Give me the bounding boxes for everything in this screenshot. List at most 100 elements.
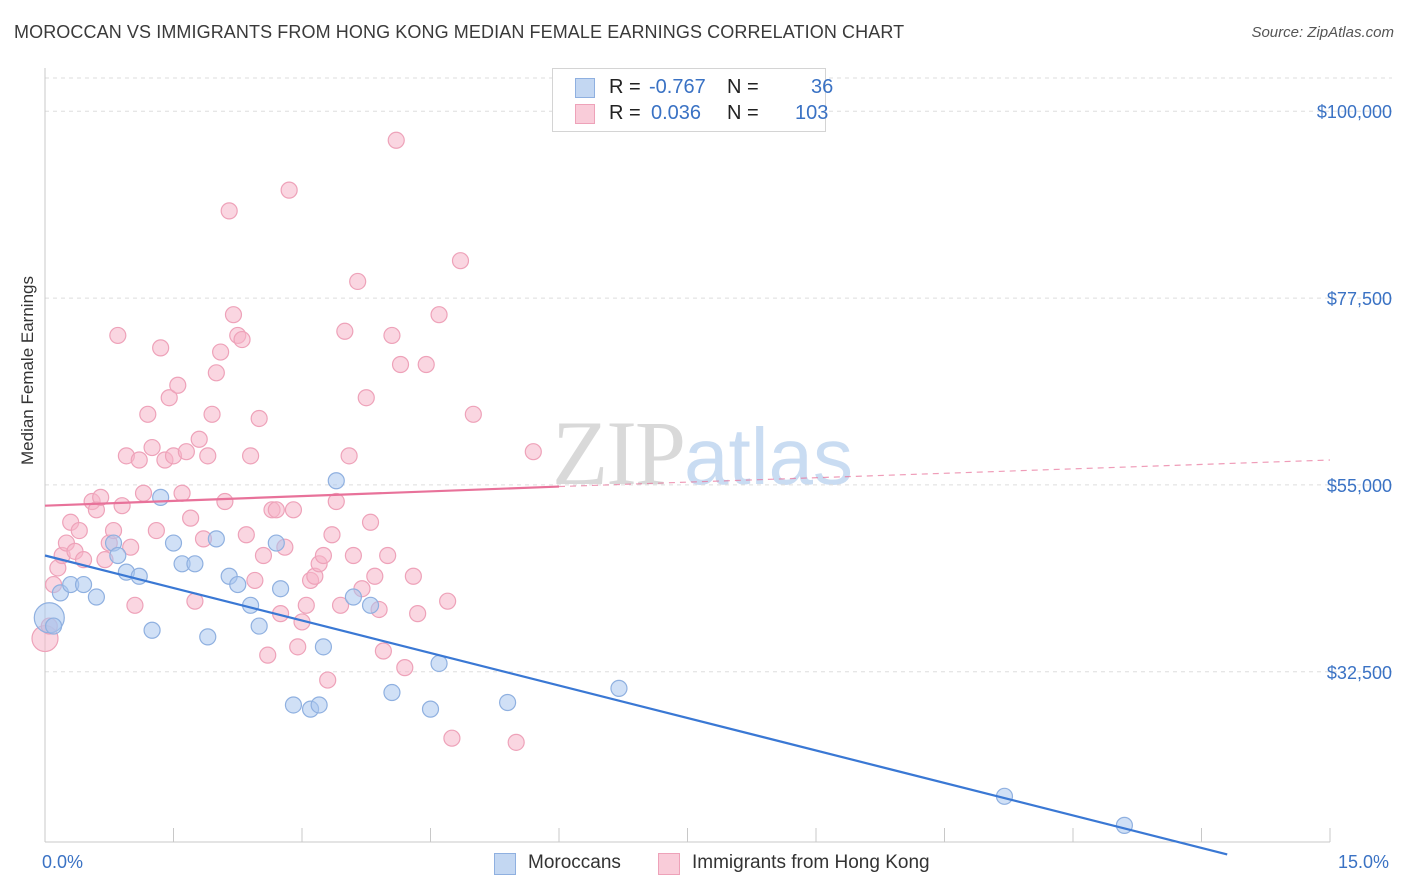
data-point-hongkong: [379, 546, 397, 565]
data-point-moroccans: [207, 530, 225, 548]
data-point-moroccans: [421, 700, 440, 718]
data-point-moroccans: [310, 696, 328, 714]
data-point-hongkong: [383, 326, 401, 345]
x-tick-label-min: 0.0%: [42, 852, 84, 872]
data-point-hongkong: [357, 389, 375, 407]
data-point-hongkong: [361, 513, 380, 531]
data-point-moroccans: [44, 617, 63, 635]
data-point-hongkong: [246, 571, 264, 590]
data-point-moroccans: [430, 654, 448, 673]
bottom-legend-swatch-hongkong: [658, 853, 680, 875]
data-point-hongkong: [143, 438, 161, 457]
data-point-moroccans: [267, 534, 285, 552]
data-point-hongkong: [160, 389, 178, 407]
legend-n-value: 103: [795, 102, 829, 124]
legend-r-value: 0.036: [651, 102, 702, 124]
data-point-hongkong: [250, 409, 268, 428]
data-point-hongkong: [524, 443, 542, 461]
legend-r-value: -0.767: [649, 76, 706, 98]
data-point-hongkong: [507, 733, 525, 751]
trend-line-hongkong: [44, 485, 560, 507]
data-point-hongkong: [126, 596, 144, 614]
data-point-hongkong: [314, 546, 333, 565]
data-point-hongkong: [349, 272, 367, 291]
data-point-hongkong: [336, 322, 354, 340]
data-point-hongkong: [259, 646, 277, 664]
chart-title: MOROCCAN VS IMMIGRANTS FROM HONG KONG ME…: [14, 22, 905, 42]
data-point-hongkong: [237, 526, 255, 544]
legend-n-label: N =: [727, 76, 759, 98]
data-point-hongkong: [199, 447, 217, 465]
data-point-hongkong: [464, 405, 482, 423]
legend-r-label: R =: [609, 102, 641, 124]
data-point-hongkong: [280, 181, 298, 199]
data-point-hongkong: [190, 430, 208, 448]
data-point-moroccans: [610, 679, 628, 697]
data-point-hongkong: [289, 638, 307, 656]
data-point-moroccans: [152, 488, 170, 506]
data-point-hongkong: [147, 521, 165, 540]
legend-n-value: 36: [811, 76, 834, 98]
data-point-hongkong: [92, 488, 110, 506]
data-point-moroccans: [74, 575, 93, 594]
y-tick-label: $55,000: [1327, 476, 1392, 496]
trend-line-moroccans: [44, 554, 1228, 856]
data-point-moroccans: [271, 580, 290, 598]
data-point-hongkong: [224, 306, 243, 324]
data-point-hongkong: [404, 567, 422, 585]
data-point-hongkong: [417, 355, 435, 374]
watermark-zip: ZIP: [552, 402, 686, 504]
chart-source: Source: ZipAtlas.com: [1251, 24, 1394, 41]
data-point-moroccans: [314, 638, 333, 656]
data-point-hongkong: [130, 451, 148, 469]
data-point-moroccans: [361, 596, 380, 614]
data-point-hongkong: [319, 671, 337, 689]
data-point-moroccans: [229, 575, 247, 594]
data-point-moroccans: [250, 617, 268, 635]
data-point-hongkong: [113, 497, 131, 515]
data-point-hongkong: [203, 405, 221, 423]
x-tick-label-max: 15.0%: [1338, 852, 1390, 872]
bottom-legend-swatch-moroccans: [494, 853, 516, 875]
data-point-moroccans: [109, 546, 127, 565]
data-point-moroccans: [164, 534, 183, 552]
data-point-hongkong: [409, 605, 427, 623]
y-tick-label: $32,500: [1327, 663, 1392, 683]
data-point-moroccans: [284, 696, 303, 714]
data-point-hongkong: [344, 546, 362, 565]
legend-swatch-hongkong: [575, 104, 595, 124]
data-point-hongkong: [242, 447, 260, 465]
data-point-hongkong: [169, 376, 187, 394]
data-point-moroccans: [344, 588, 362, 606]
legend-n-label: N =: [727, 102, 759, 124]
data-point-moroccans: [87, 588, 106, 606]
bottom-legend-label-moroccans: Moroccans: [528, 852, 621, 873]
bottom-legend-label-hongkong: Immigrants from Hong Kong: [692, 852, 930, 873]
data-point-hongkong: [387, 131, 405, 149]
data-point-moroccans: [143, 621, 161, 639]
data-point-hongkong: [297, 596, 315, 614]
legend-swatch-moroccans: [575, 78, 595, 98]
y-tick-label: $77,500: [1327, 289, 1392, 309]
data-point-hongkong: [173, 484, 191, 502]
data-point-hongkong: [374, 642, 392, 660]
data-point-hongkong: [70, 521, 88, 540]
data-point-hongkong: [331, 596, 350, 614]
legend-box: R = -0.767 N = 36 R = 0.036 N = 103: [552, 68, 833, 132]
data-point-hongkong: [122, 538, 140, 556]
data-point-moroccans: [199, 628, 217, 646]
data-point-hongkong: [134, 484, 153, 502]
watermark-atlas: atlas: [684, 412, 853, 501]
data-point-hongkong: [216, 492, 234, 511]
trend-line-extension-hongkong: [558, 459, 1331, 488]
y-tick-label: $100,000: [1317, 102, 1392, 122]
data-point-moroccans: [327, 472, 345, 490]
data-point-hongkong: [139, 405, 157, 423]
data-point-hongkong: [396, 659, 414, 677]
data-point-hongkong: [366, 567, 384, 585]
data-point-hongkong: [267, 501, 285, 519]
data-point-hongkong: [109, 326, 127, 345]
data-point-hongkong: [284, 501, 303, 519]
y-axis-label: Median Female Earnings: [18, 276, 37, 465]
